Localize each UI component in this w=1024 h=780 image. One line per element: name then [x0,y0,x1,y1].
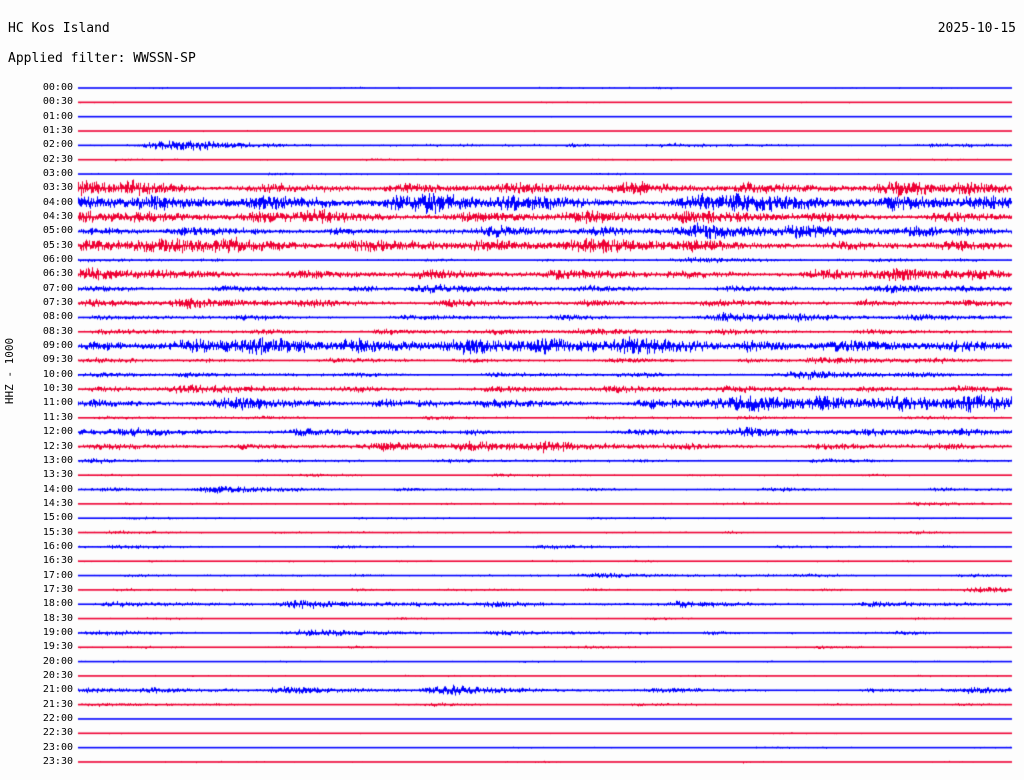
helicorder-page: HC Kos Island 2025-10-15 Applied filter:… [0,0,1024,780]
seismogram-trace-canvas [0,0,1024,780]
